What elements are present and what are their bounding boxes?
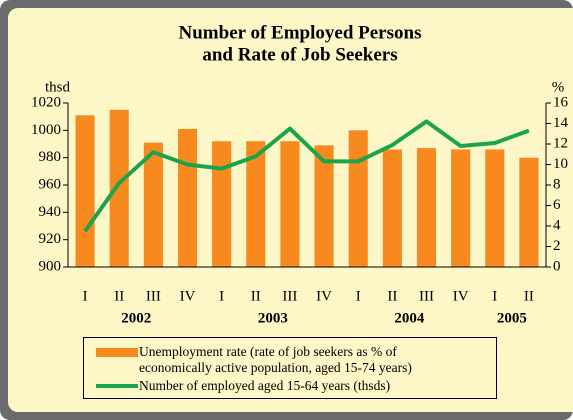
- y2-tick-label: 12: [553, 135, 568, 151]
- bar: [109, 109, 129, 267]
- chart-title: Number of Employed Persons: [179, 22, 422, 43]
- y-tick-label: 920: [39, 231, 62, 247]
- bar: [246, 141, 266, 267]
- y2-tick-label: 0: [553, 258, 561, 274]
- year-label: 2004: [394, 310, 425, 326]
- x-tick-label: I: [219, 288, 224, 304]
- bar: [519, 157, 539, 267]
- y-tick-label: 980: [39, 149, 62, 165]
- x-tick-label: III: [282, 288, 297, 304]
- bar: [314, 145, 334, 267]
- bar: [75, 115, 95, 267]
- y2-tick-label: 4: [553, 217, 561, 233]
- legend-swatch: [96, 384, 138, 388]
- bar: [485, 149, 505, 267]
- x-tick-label: III: [419, 288, 434, 304]
- x-tick-label: II: [114, 288, 124, 304]
- y2-tick-label: 14: [553, 115, 569, 131]
- y2-axis-label: %: [552, 79, 565, 95]
- year-label: 2002: [121, 310, 151, 326]
- x-tick-label: IV: [453, 288, 469, 304]
- y-tick-label: 900: [39, 258, 62, 274]
- legend: Unemployment rate (rate of job seekers a…: [83, 337, 497, 399]
- bar: [177, 128, 198, 267]
- x-tick-label: I: [492, 288, 497, 304]
- bar: [143, 142, 163, 267]
- y2-tick-label: 6: [553, 197, 561, 213]
- y2-tick-label: 2: [553, 238, 561, 254]
- y-tick-label: 960: [39, 176, 62, 192]
- bar: [382, 149, 402, 267]
- x-tick-label: IV: [180, 288, 196, 304]
- panel: Number of Employed Persons and Rate of Jo…: [8, 8, 573, 412]
- x-tick-label: II: [251, 288, 261, 304]
- legend-label: Number of employed aged 15-64 years (ths…: [139, 378, 391, 393]
- y-tick-label: 1020: [31, 94, 61, 110]
- x-tick-label: IV: [316, 288, 332, 304]
- year-label: 2005: [497, 310, 527, 326]
- y-tick-label: 1000: [31, 122, 61, 138]
- y2-tick-label: 16: [553, 94, 569, 110]
- y2-tick-label: 8: [553, 176, 561, 192]
- y-tick-label: 940: [39, 204, 62, 220]
- legend-label: Unemployment rate (rate of job seekers a…: [139, 344, 412, 375]
- x-tick-label: II: [524, 288, 534, 304]
- bar: [280, 141, 300, 267]
- line: [83, 119, 530, 233]
- legend-swatch: [96, 348, 138, 357]
- y2-tick-label: 10: [553, 156, 568, 172]
- year-label: 2003: [258, 310, 288, 326]
- x-tick-label: I: [83, 288, 88, 304]
- bar: [348, 130, 368, 267]
- y-axis-label: thsd: [45, 79, 71, 95]
- bar: [212, 141, 232, 267]
- x-tick-label: III: [146, 288, 161, 304]
- bar: [416, 148, 437, 267]
- x-tick-label: I: [356, 288, 361, 304]
- chart-title: and Rate of Job Seekers: [202, 44, 397, 65]
- x-tick-label: II: [387, 288, 397, 304]
- bar: [451, 149, 471, 267]
